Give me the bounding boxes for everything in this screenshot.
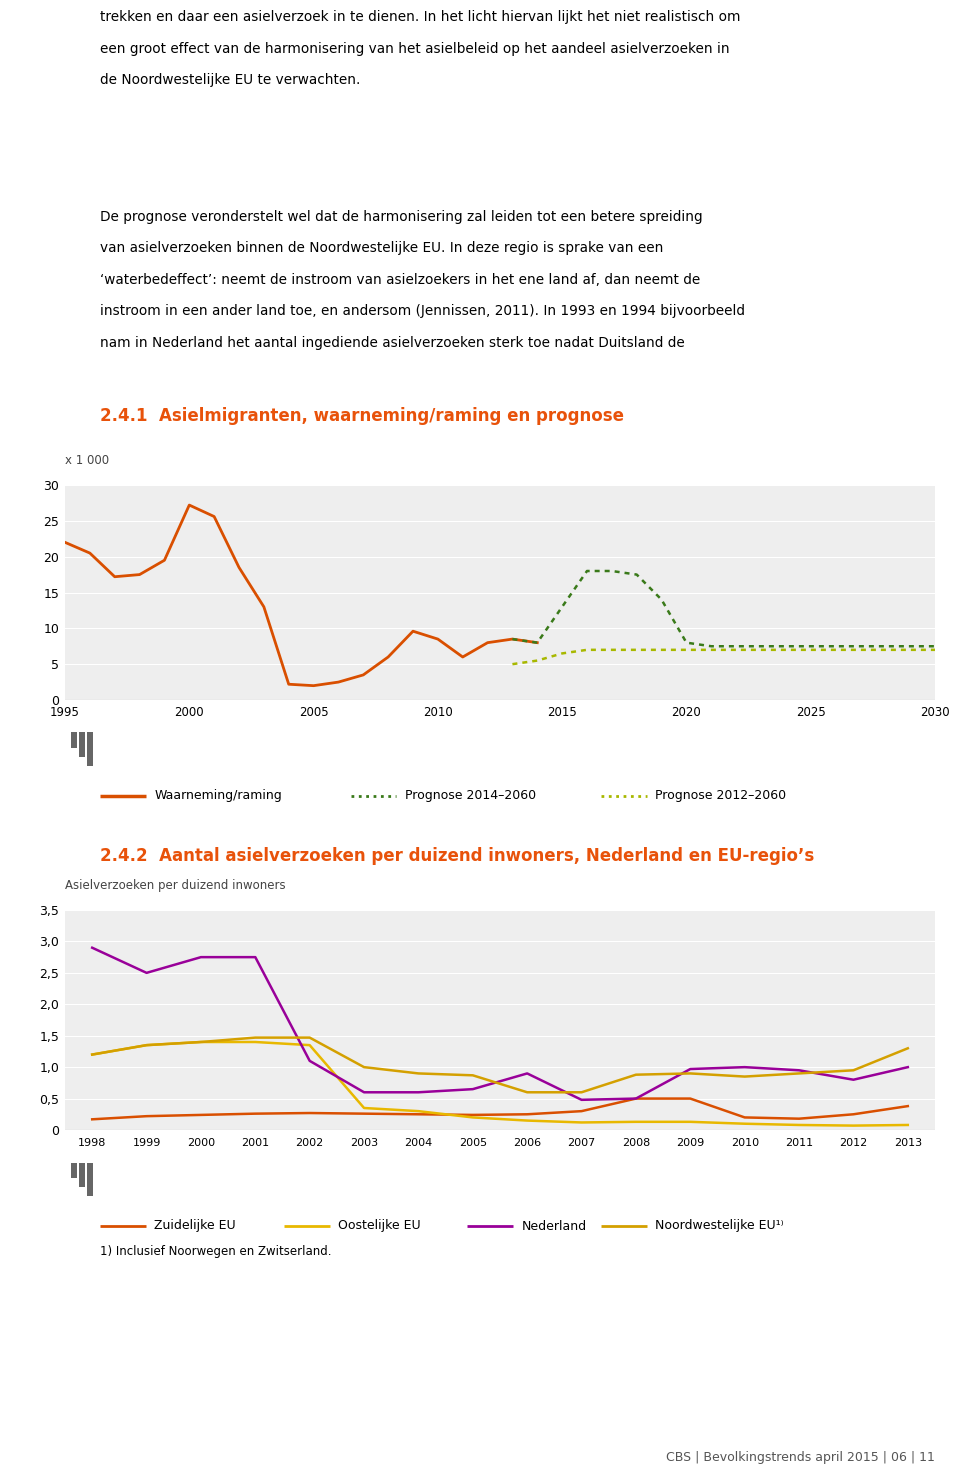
- Text: 2003: 2003: [350, 1138, 378, 1147]
- Text: Prognose 2014–2060: Prognose 2014–2060: [405, 789, 536, 803]
- Text: trekken en daar een asielverzoek in te dienen. In het licht hiervan lijkt het ni: trekken en daar een asielverzoek in te d…: [100, 10, 740, 24]
- Text: 2008: 2008: [622, 1138, 650, 1147]
- Text: de Noordwestelijke EU te verwachten.: de Noordwestelijke EU te verwachten.: [100, 72, 360, 87]
- Text: 2025: 2025: [796, 706, 826, 720]
- Text: Asielverzoeken per duizend inwoners: Asielverzoeken per duizend inwoners: [65, 879, 286, 893]
- Text: De prognose veronderstelt wel dat de harmonisering zal leiden tot een betere spr: De prognose veronderstelt wel dat de har…: [100, 210, 703, 223]
- Text: 2030: 2030: [921, 706, 949, 720]
- Text: 2005: 2005: [459, 1138, 487, 1147]
- Text: Noordwestelijke EU¹⁾: Noordwestelijke EU¹⁾: [656, 1219, 784, 1233]
- Text: ‘waterbedeffect’: neemt de instroom van asielzoekers in het ene land af, dan nee: ‘waterbedeffect’: neemt de instroom van …: [100, 272, 700, 287]
- Text: 2006: 2006: [514, 1138, 541, 1147]
- Text: 2011: 2011: [785, 1138, 813, 1147]
- Text: 2010: 2010: [423, 706, 453, 720]
- Text: 2015: 2015: [547, 706, 577, 720]
- Text: 2020: 2020: [672, 706, 702, 720]
- Bar: [79, 733, 85, 757]
- Text: x 1 000: x 1 000: [65, 454, 109, 467]
- Text: 2001: 2001: [241, 1138, 270, 1147]
- Text: 2.4.1  Asielmigranten, waarneming/raming en prognose: 2.4.1 Asielmigranten, waarneming/raming …: [100, 406, 624, 426]
- Bar: [71, 733, 77, 748]
- Text: 2009: 2009: [676, 1138, 705, 1147]
- Text: 1) Inclusief Noorwegen en Zwitserland.: 1) Inclusief Noorwegen en Zwitserland.: [100, 1244, 331, 1258]
- Text: 1998: 1998: [78, 1138, 107, 1147]
- Text: CBS | Bevolkingstrends april 2015 | 06 | 11: CBS | Bevolkingstrends april 2015 | 06 |…: [666, 1450, 935, 1463]
- Text: een groot effect van de harmonisering van het asielbeleid op het aandeel asielve: een groot effect van de harmonisering va…: [100, 41, 730, 56]
- Text: 1999: 1999: [132, 1138, 160, 1147]
- Bar: [87, 733, 93, 766]
- Text: 2005: 2005: [299, 706, 328, 720]
- Bar: [71, 1163, 77, 1178]
- Text: Zuidelijke EU: Zuidelijke EU: [155, 1219, 236, 1233]
- Text: 2007: 2007: [567, 1138, 596, 1147]
- Text: nam in Nederland het aantal ingediende asielverzoeken sterk toe nadat Duitsland : nam in Nederland het aantal ingediende a…: [100, 336, 684, 349]
- Text: 2000: 2000: [175, 706, 204, 720]
- Text: 2.4.2  Aantal asielverzoeken per duizend inwoners, Nederland en EU-regio’s: 2.4.2 Aantal asielverzoeken per duizend …: [100, 847, 814, 865]
- Text: 2013: 2013: [894, 1138, 922, 1147]
- Text: 2004: 2004: [404, 1138, 433, 1147]
- Bar: [79, 1163, 85, 1187]
- Text: Nederland: Nederland: [521, 1219, 587, 1233]
- Text: instroom in een ander land toe, en andersom (Jennissen, 2011). In 1993 en 1994 b: instroom in een ander land toe, en ander…: [100, 304, 745, 318]
- Text: Waarneming/raming: Waarneming/raming: [155, 789, 282, 803]
- Text: 2012: 2012: [839, 1138, 868, 1147]
- Text: 2002: 2002: [296, 1138, 324, 1147]
- Text: 2010: 2010: [731, 1138, 758, 1147]
- Text: 1995: 1995: [50, 706, 80, 720]
- Text: Prognose 2012–2060: Prognose 2012–2060: [656, 789, 786, 803]
- Text: 2000: 2000: [187, 1138, 215, 1147]
- Text: van asielverzoeken binnen de Noordwestelijke EU. In deze regio is sprake van een: van asielverzoeken binnen de Noordwestel…: [100, 241, 663, 256]
- Bar: [87, 1163, 93, 1196]
- Text: Oostelijke EU: Oostelijke EU: [338, 1219, 420, 1233]
